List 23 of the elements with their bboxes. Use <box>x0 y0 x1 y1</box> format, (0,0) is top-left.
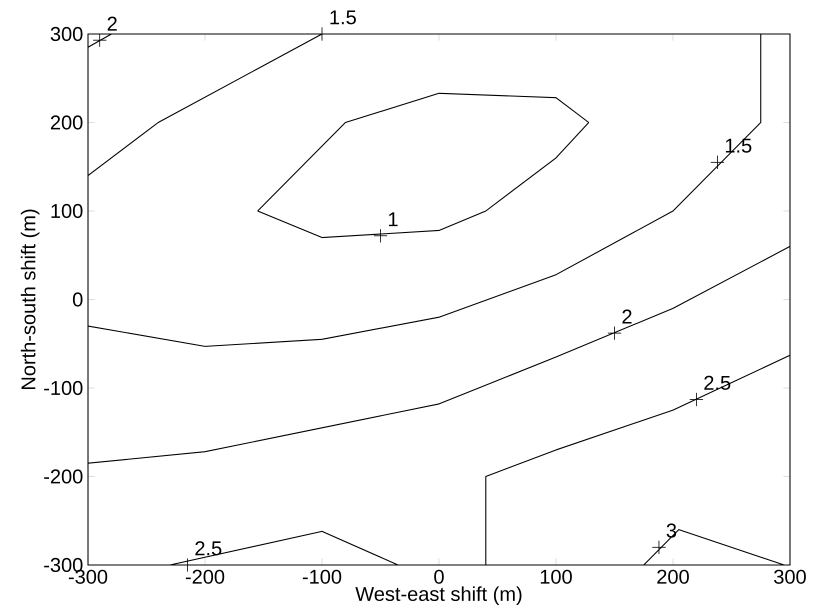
y-tick-label: 300 <box>50 26 82 41</box>
x-tick-label: 300 <box>774 569 806 584</box>
x-tick-label: -200 <box>186 569 224 584</box>
annotation: 1 <box>388 212 398 226</box>
y-tick-label: -200 <box>44 469 82 484</box>
x-axis-title: West-east shift (m) <box>355 586 522 605</box>
x-tick-label: 100 <box>540 569 572 584</box>
y-tick-label: -100 <box>44 380 82 395</box>
y-axis-title: North-south shift (m) <box>20 209 40 389</box>
x-tick-label: 200 <box>657 569 689 584</box>
x-tick-label: -300 <box>68 569 108 584</box>
annotation: 2 <box>108 16 117 30</box>
y-tick-label: 100 <box>51 204 82 218</box>
annotation: 3 <box>666 523 676 538</box>
annotation: 2 <box>622 309 632 324</box>
y-tick-label: -300 <box>44 558 82 572</box>
annotation: 2.5 <box>195 541 222 556</box>
annotation: 1.5 <box>330 10 356 24</box>
x-tick-label: -100 <box>302 569 342 584</box>
annotation: 2.5 <box>704 376 730 390</box>
y-tick-label: 0 <box>72 292 83 306</box>
x-tick-label: 0 <box>434 569 444 584</box>
y-tick-label: 200 <box>50 115 82 130</box>
